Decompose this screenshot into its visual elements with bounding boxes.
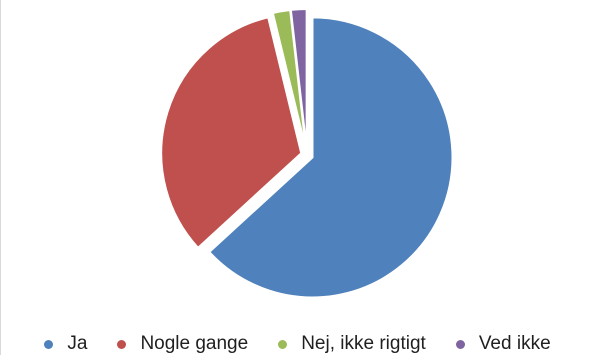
legend-swatch-nej-ikke-rigtigt <box>278 339 288 349</box>
pie-slice-ved-ikke <box>289 8 308 150</box>
legend-label-nej-ikke-rigtigt: Nej, ikke rigtigt <box>301 333 426 354</box>
legend-label-ja: Ja <box>67 333 88 354</box>
legend-item-nogle-gange: Nogle gange <box>117 333 248 355</box>
legend-swatch-ja <box>44 339 54 349</box>
pie-slice-ja <box>207 16 454 299</box>
legend-swatch-ved-ikke <box>455 339 465 349</box>
legend-item-ved-ikke: Ved ikke <box>455 333 551 355</box>
legend-item-ja: Ja <box>44 333 87 355</box>
pie-chart <box>160 8 454 299</box>
legend-label-nogle-gange: Nogle gange <box>140 333 249 354</box>
legend-label-ved-ikke: Ved ikke <box>478 333 551 354</box>
legend-swatch-nogle-gange <box>117 339 127 349</box>
legend: Ja Nogle gange Nej, ikke rigtigt Ved ikk… <box>1 333 594 355</box>
pie-slice-nogle-gange <box>160 16 303 250</box>
legend-item-nej-ikke-rigtigt: Nej, ikke rigtigt <box>278 333 426 355</box>
